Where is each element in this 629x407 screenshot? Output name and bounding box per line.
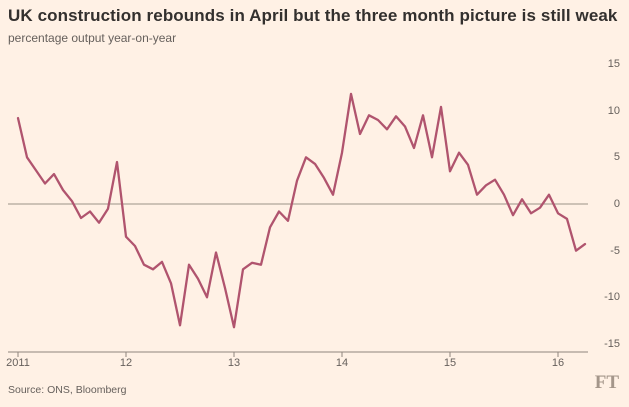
x-axis-ticks bbox=[17, 352, 559, 357]
ft-logo: FT bbox=[594, 372, 619, 393]
y-axis-label: 15 bbox=[607, 58, 620, 70]
x-axis-label: 15 bbox=[443, 357, 457, 369]
chart-subtitle: percentage output year-on-year bbox=[8, 31, 177, 45]
y-axis-label: -10 bbox=[604, 291, 620, 304]
x-axis-label: 14 bbox=[335, 357, 349, 369]
x-axis-label: 16 bbox=[551, 357, 565, 369]
y-axis-label: 10 bbox=[607, 104, 620, 117]
data-line bbox=[16, 92, 587, 329]
y-axis-label: 5 bbox=[613, 151, 620, 164]
y-axis-label: 0 bbox=[613, 198, 620, 210]
source-note: Source: ONS, Bloomberg bbox=[8, 384, 127, 396]
x-axis-label: 2011 bbox=[6, 357, 30, 369]
x-axis-label: 13 bbox=[227, 357, 241, 369]
y-axis-label: -15 bbox=[604, 338, 620, 350]
chart-title: UK construction rebounds in April but th… bbox=[8, 6, 618, 25]
y-axis-label: -5 bbox=[610, 244, 620, 257]
x-axis-label: 12 bbox=[119, 357, 133, 369]
x-axis: 2011 12 13 14 15 16 bbox=[0, 357, 629, 373]
